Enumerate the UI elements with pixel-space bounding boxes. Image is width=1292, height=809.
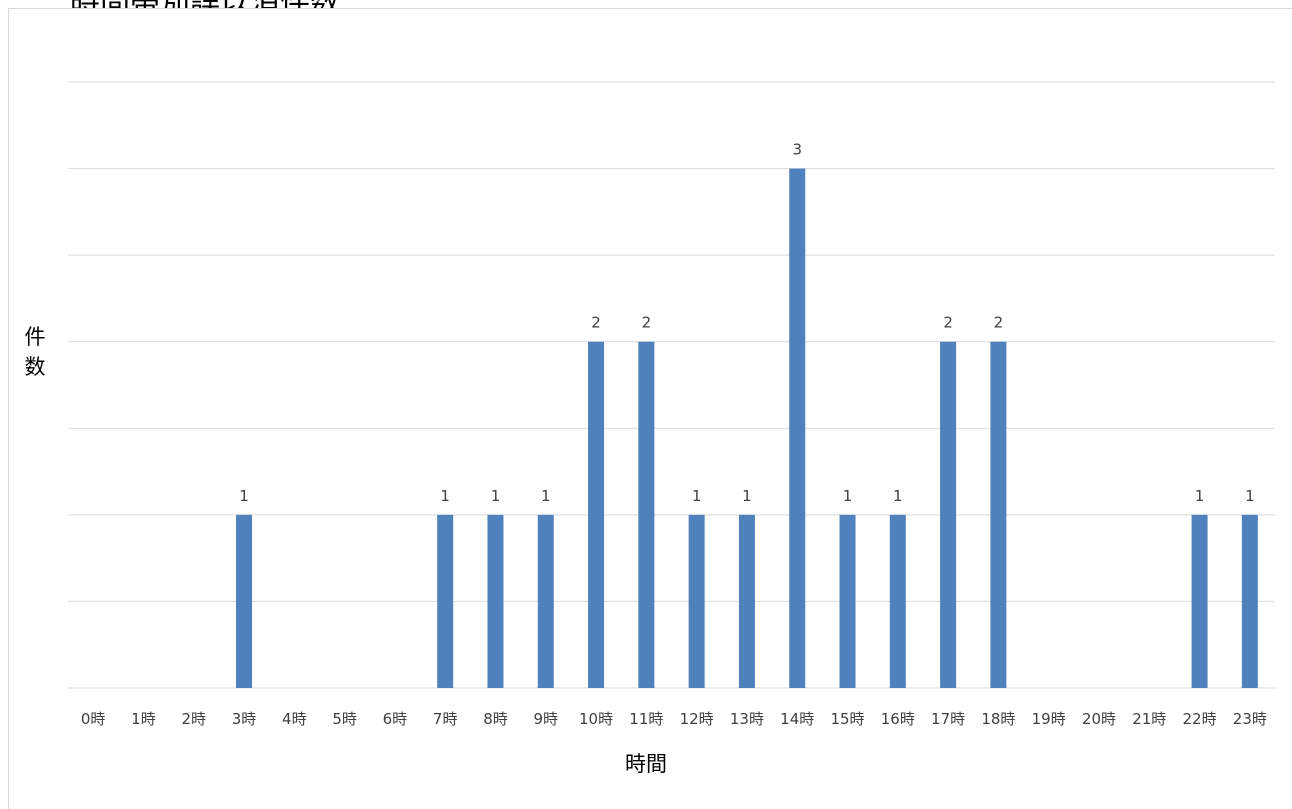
data-label: 2 xyxy=(591,314,601,332)
bar xyxy=(638,341,655,688)
data-label: 1 xyxy=(440,487,450,505)
data-labels: 1 1 1 1 2 2 1 1 3 1 1 2 2 1 1 xyxy=(239,141,1254,505)
bar xyxy=(889,514,906,688)
data-label: 1 xyxy=(491,487,501,505)
x-tick-label: 23時 xyxy=(1233,710,1267,728)
data-label: 1 xyxy=(692,487,702,505)
x-tick-label: 19時 xyxy=(1032,710,1066,728)
chart-title-band: 時間帯別誤以消件数 xyxy=(0,0,1292,8)
x-tick-label: 2時 xyxy=(181,710,206,728)
data-label: 2 xyxy=(994,314,1004,332)
x-tick-label: 18時 xyxy=(981,710,1015,728)
x-tick-label: 22時 xyxy=(1183,710,1217,728)
data-label: 1 xyxy=(1195,487,1205,505)
x-tick-label: 7時 xyxy=(433,710,458,728)
x-tick-label: 17時 xyxy=(931,710,965,728)
bar xyxy=(990,341,1007,688)
bar xyxy=(1191,514,1208,688)
x-tick-label: 4時 xyxy=(282,710,307,728)
x-tick-label: 0時 xyxy=(81,710,106,728)
x-tick-label: 14時 xyxy=(780,710,814,728)
x-tick-label: 13時 xyxy=(730,710,764,728)
x-tick-label: 6時 xyxy=(383,710,408,728)
data-label: 1 xyxy=(893,487,903,505)
x-tick-labels: 0時 1時 2時 3時 4時 5時 6時 7時 8時 9時 10時 11時 12時 13時 14時 15時 16… xyxy=(81,710,1267,728)
x-tick-label: 16時 xyxy=(881,710,915,728)
x-tick-label: 21時 xyxy=(1132,710,1166,728)
bar xyxy=(487,514,504,688)
bar xyxy=(437,514,454,688)
data-label: 1 xyxy=(541,487,551,505)
bar xyxy=(688,514,705,688)
x-axis-label: 時間 xyxy=(625,752,667,776)
data-label: 1 xyxy=(239,487,249,505)
x-tick-label: 20時 xyxy=(1082,710,1116,728)
bar xyxy=(738,514,755,688)
bar xyxy=(839,514,856,688)
x-tick-label: 9時 xyxy=(533,710,558,728)
bar xyxy=(1241,514,1258,688)
data-label: 1 xyxy=(1245,487,1255,505)
data-label: 1 xyxy=(742,487,752,505)
bar xyxy=(940,341,957,688)
x-tick-label: 1時 xyxy=(131,710,156,728)
x-tick-label: 5時 xyxy=(332,710,357,728)
bar xyxy=(789,168,806,689)
bar xyxy=(588,341,605,688)
x-tick-label: 8時 xyxy=(483,710,508,728)
x-tick-label: 12時 xyxy=(680,710,714,728)
data-label: 3 xyxy=(792,141,802,159)
x-tick-label: 11時 xyxy=(629,710,663,728)
x-tick-label: 15時 xyxy=(830,710,864,728)
data-label: 2 xyxy=(642,314,652,332)
data-label: 1 xyxy=(843,487,853,505)
bars xyxy=(236,168,1258,689)
y-axis-label: 件数 xyxy=(24,325,46,379)
x-tick-label: 3時 xyxy=(232,710,257,728)
bar xyxy=(537,514,554,688)
chart-title: 時間帯別誤以消件数 xyxy=(70,0,340,8)
x-tick-label: 10時 xyxy=(579,710,613,728)
data-label: 2 xyxy=(943,314,953,332)
grid-lines xyxy=(68,81,1275,689)
bar xyxy=(236,514,253,688)
